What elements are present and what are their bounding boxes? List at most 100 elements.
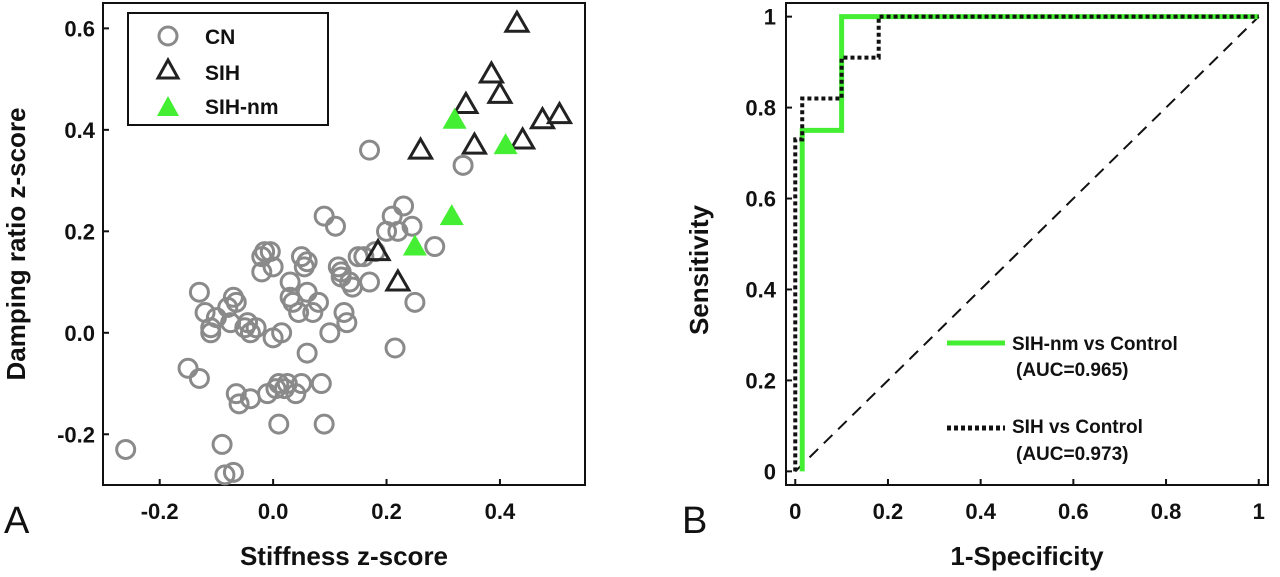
roc-curves [793,14,1260,473]
roc-y-tick-label: 1 [764,5,776,30]
roc-x-ticks: 0 0.2 0.4 0.6 0.8 1 [789,479,1265,524]
scatter-x-tick-label: 0.0 [258,499,289,524]
legend-label-sih-nm: SIH-nm [205,96,279,119]
point-cn [222,461,244,483]
point-sih [528,105,557,130]
point-sih [406,136,435,160]
roc-legend: SIH-nm vs Control (AUC=0.965) SIH vs Con… [947,334,1178,465]
point-cn [245,317,267,339]
point-cn [200,317,222,339]
point-sih [477,60,506,84]
scatter-points [115,9,574,486]
roc-y-tick-label: 0.4 [745,277,776,302]
point-cn [115,438,137,460]
point-cn [239,322,261,344]
point-cn [296,342,318,364]
point-cn [225,383,247,405]
roc-x-tick-label: 1 [1253,499,1265,524]
point-cn [424,236,446,258]
scatter-y-tick-label: 0.2 [64,219,95,244]
point-cn [271,322,293,344]
scatter-legend: CN SIH SIH-nm [127,12,329,126]
scatter-plot-area [102,2,586,486]
point-sih [364,237,392,262]
scatter-x-ticks: -0.2 0.0 0.2 0.4 [141,479,516,524]
scatter-y-tick-label: 0.0 [64,321,95,346]
point-cn [319,322,341,344]
point-cn [214,464,236,486]
point-cn [290,246,312,268]
legend-marker-cn [157,25,179,47]
point-sih-nm [493,133,518,155]
scatter-panel: -0.2 0.0 0.2 0.4 -0.2 0.0 0.2 0.4 0.6 Stiffness… [1,2,586,571]
scatter-y-axis-label: Damping ratio z-score [1,107,31,380]
panel-label-b: B [682,500,707,542]
point-cn [268,413,290,435]
roc-curve-sih-nm [799,14,1259,472]
scatter-y-tick-label: 0.4 [64,118,95,143]
point-cn [188,281,210,303]
point-cn [452,154,474,176]
point-cn [254,241,276,263]
point-sih [452,90,480,114]
point-cn [262,256,284,278]
point-cn [279,271,301,293]
point-cn [268,373,290,395]
point-cn [288,301,310,323]
point-sih [384,268,412,292]
roc-chance-line [794,15,1260,473]
point-sih [460,131,489,155]
panel-label-a: A [4,500,30,542]
scatter-y-ticks: -0.2 0.0 0.2 0.4 0.6 [57,16,109,447]
point-cn [401,215,423,237]
legend-auc-sih: (AUC=0.973) [1016,444,1128,465]
point-cn [359,271,381,293]
scatter-x-tick-label: -0.2 [141,499,179,524]
roc-x-tick-label: 0 [789,499,801,524]
point-cn [336,312,358,334]
roc-plot-area [785,2,1269,486]
legend-marker-sih [155,56,181,80]
point-cn [285,383,307,405]
scatter-x-tick-label: 0.4 [485,499,516,524]
point-sih-nm [442,107,467,129]
point-cn [404,291,426,313]
point-cn [282,291,304,313]
point-cn [387,220,409,242]
point-cn [313,413,335,435]
roc-y-ticks: 0 0.2 0.4 0.6 0.8 1 [745,5,792,484]
point-sih-nm [439,204,464,226]
roc-y-tick-label: 0 [764,459,776,484]
point-cn [384,337,406,359]
roc-x-tick-label: 0.8 [1151,499,1182,524]
point-cn [310,373,332,395]
point-cn [259,241,281,263]
legend-label-cn: CN [205,26,235,49]
roc-y-tick-label: 0.8 [745,96,776,121]
point-sih [545,100,574,125]
point-cn [324,215,346,237]
point-sih [503,9,531,33]
roc-x-axis-label: 1-Specificity [950,541,1104,571]
roc-y-tick-label: 0.2 [745,368,776,393]
roc-y-axis-label: Sensitivity [684,204,714,335]
point-sih-nm [402,234,427,256]
point-cn [225,291,247,313]
point-cn [228,393,250,415]
legend-auc-sih-nm: (AUC=0.965) [1016,360,1128,381]
legend-label-sih-nm-control: SIH-nm vs Control [1012,334,1178,355]
roc-x-tick-label: 0.2 [873,499,904,524]
scatter-x-tick-label: 0.2 [371,499,402,524]
point-sih [509,125,537,150]
point-cn [296,281,318,303]
point-cn [353,246,375,268]
point-cn [302,301,324,323]
point-cn [359,139,381,161]
point-sih [486,80,514,104]
legend-label-sih-control: SIH vs Control [1012,417,1143,438]
roc-x-tick-label: 0.4 [965,499,996,524]
scatter-y-tick-label: -0.2 [57,422,95,447]
roc-panel: 0 0.2 0.4 0.6 0.8 1 0 0.2 0.4 0.6 0.8 1 1-Specific… [682,2,1269,571]
point-cn [333,301,355,323]
